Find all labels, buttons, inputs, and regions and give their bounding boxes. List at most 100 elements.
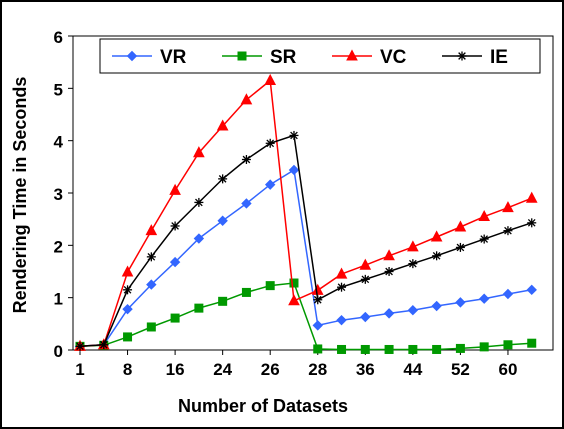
x-tick-label: 24 bbox=[213, 360, 232, 379]
data-point-ie bbox=[313, 295, 323, 305]
data-point-vc bbox=[145, 224, 158, 236]
series-line-ie bbox=[79, 134, 532, 348]
legend-marker-ie bbox=[457, 51, 467, 61]
data-point-vc bbox=[264, 73, 277, 85]
data-point-ie bbox=[170, 221, 180, 231]
y-tick-label: 1 bbox=[54, 290, 63, 309]
data-point-sr bbox=[408, 344, 418, 354]
data-point-vc bbox=[502, 201, 514, 213]
data-point-ie bbox=[99, 340, 109, 350]
data-point-vc bbox=[169, 183, 181, 195]
data-point-vc bbox=[478, 209, 491, 222]
data-point-vr bbox=[241, 198, 252, 209]
data-point-vr bbox=[193, 233, 205, 244]
data-point-ie bbox=[479, 234, 489, 244]
data-point-vc bbox=[430, 230, 443, 242]
data-point-ie bbox=[218, 174, 228, 184]
data-point-sr bbox=[384, 344, 394, 354]
data-point-vr bbox=[502, 288, 514, 300]
data-point-sr bbox=[123, 332, 133, 342]
data-point-sr bbox=[170, 313, 180, 323]
data-point-sr bbox=[241, 287, 251, 297]
data-point-sr bbox=[360, 344, 370, 354]
data-point-ie bbox=[146, 252, 156, 262]
data-point-ie bbox=[527, 218, 537, 228]
data-point-vr bbox=[146, 279, 157, 290]
x-axis-title: Number of Datasets bbox=[178, 396, 348, 416]
x-tick-label: 60 bbox=[498, 360, 517, 379]
data-point-ie bbox=[123, 285, 133, 295]
y-tick-label: 5 bbox=[54, 80, 63, 99]
x-tick-label: 36 bbox=[356, 360, 375, 379]
y-tick-label: 6 bbox=[54, 28, 63, 47]
x-tick-label: 28 bbox=[308, 360, 327, 379]
data-point-vr bbox=[288, 164, 300, 176]
x-tick-label: 16 bbox=[166, 360, 185, 379]
data-point-ie bbox=[241, 155, 251, 165]
data-point-vc bbox=[525, 191, 538, 203]
data-point-sr bbox=[218, 296, 228, 306]
data-point-ie bbox=[75, 341, 85, 351]
data-point-vr bbox=[264, 179, 276, 190]
data-point-ie bbox=[384, 267, 394, 276]
data-point-sr bbox=[527, 338, 537, 348]
y-tick-label: 3 bbox=[54, 185, 63, 204]
legend-label-ie: IE bbox=[490, 47, 508, 68]
data-point-ie bbox=[194, 197, 204, 207]
data-point-ie bbox=[408, 259, 418, 269]
y-tick-label: 0 bbox=[54, 342, 63, 361]
data-point-ie bbox=[432, 251, 442, 261]
data-point-vr bbox=[478, 293, 490, 304]
y-axis-title: Rendering Time in Seconds bbox=[10, 77, 30, 314]
data-point-sr bbox=[194, 303, 204, 313]
data-point-vc bbox=[407, 240, 419, 252]
legend-label-sr: SR bbox=[270, 47, 297, 68]
data-point-vc bbox=[359, 258, 372, 270]
data-point-vr bbox=[431, 300, 442, 312]
data-point-sr bbox=[503, 340, 513, 350]
data-point-vc bbox=[240, 93, 253, 105]
data-point-sr bbox=[289, 278, 299, 288]
x-tick-label: 8 bbox=[123, 360, 132, 379]
legend-marker-vr bbox=[126, 50, 138, 62]
data-point-ie bbox=[360, 274, 370, 284]
x-tick-label: 1 bbox=[75, 360, 84, 379]
legend-label-vr: VR bbox=[160, 47, 187, 68]
data-point-ie bbox=[337, 282, 347, 292]
legend-label-vc: VC bbox=[380, 47, 407, 68]
data-point-sr bbox=[455, 343, 465, 353]
data-point-vr bbox=[407, 305, 419, 316]
data-point-ie bbox=[503, 226, 513, 236]
data-point-vc bbox=[454, 220, 467, 232]
data-point-sr bbox=[479, 342, 489, 352]
data-point-sr bbox=[265, 281, 275, 291]
data-point-vr bbox=[336, 314, 347, 326]
x-tick-label: 44 bbox=[403, 360, 422, 379]
data-point-vc bbox=[121, 265, 134, 277]
data-point-vr bbox=[122, 303, 133, 315]
legend-marker-sr bbox=[237, 51, 247, 61]
data-point-sr bbox=[313, 344, 323, 354]
data-point-ie bbox=[289, 130, 299, 140]
data-point-sr bbox=[146, 322, 156, 332]
y-tick-label: 2 bbox=[54, 237, 63, 256]
data-point-vc bbox=[335, 267, 348, 279]
data-point-vr bbox=[383, 308, 395, 319]
x-tick-label: 26 bbox=[261, 360, 280, 379]
data-point-vc bbox=[193, 146, 205, 158]
data-point-vr bbox=[526, 284, 537, 296]
data-point-vc bbox=[216, 119, 229, 131]
x-tick-label: 52 bbox=[451, 360, 470, 379]
legend-marker-vc bbox=[346, 49, 358, 61]
y-tick-label: 4 bbox=[54, 133, 64, 152]
data-point-ie bbox=[455, 242, 465, 252]
data-point-sr bbox=[432, 344, 442, 354]
data-point-sr bbox=[337, 344, 347, 354]
data-point-vc bbox=[288, 294, 300, 306]
data-point-vr bbox=[312, 320, 323, 331]
data-point-ie bbox=[265, 138, 275, 148]
data-point-vc bbox=[383, 249, 395, 261]
data-point-vr bbox=[169, 256, 181, 268]
